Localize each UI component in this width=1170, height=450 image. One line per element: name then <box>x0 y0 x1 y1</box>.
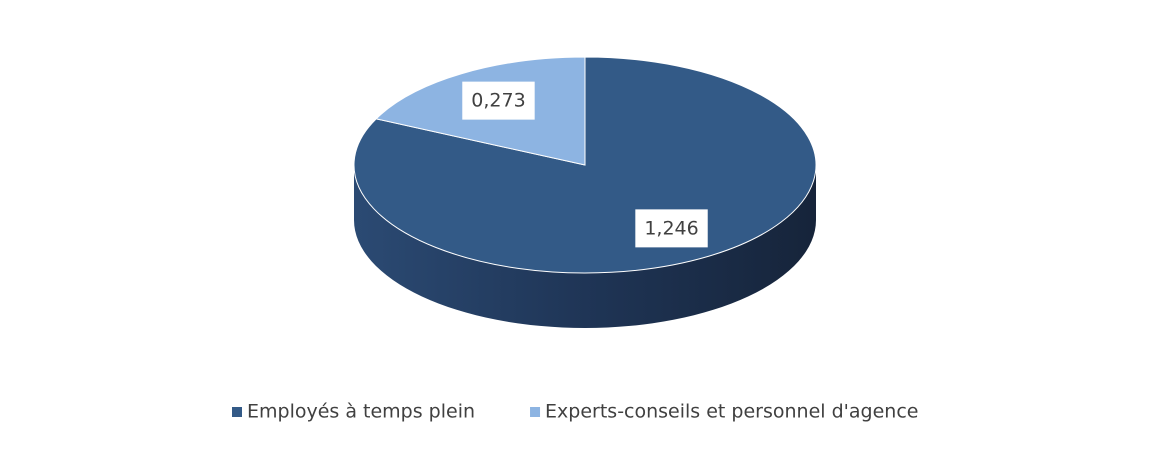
legend-label: Experts-conseils et personnel d'agence <box>545 401 918 423</box>
legend-marker <box>530 407 541 417</box>
legend-marker <box>232 407 242 417</box>
data-label-group: 0,273 <box>462 81 535 120</box>
data-label-box <box>635 209 708 248</box>
data-label: 1,246 <box>644 217 698 239</box>
legend-label: Employés à temps plein <box>247 401 475 423</box>
data-label-box <box>462 81 535 120</box>
pie-side <box>354 165 816 328</box>
data-label-group: 1,246 <box>635 209 708 248</box>
data-label: 0,273 <box>471 90 525 112</box>
